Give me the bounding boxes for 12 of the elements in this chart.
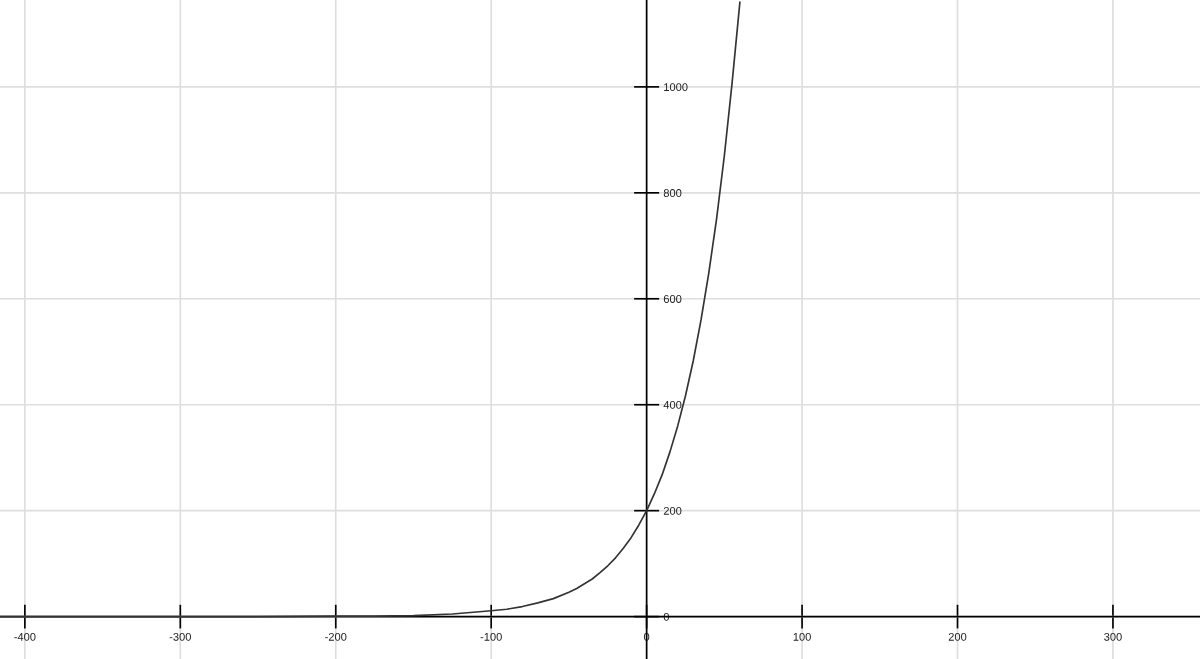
y-tick-label: 400 [663, 400, 682, 409]
x-tick-label: -100 [480, 632, 502, 641]
x-tick-label: 100 [793, 632, 811, 641]
x-tick-label: 200 [948, 632, 967, 641]
x-tick-label: 300 [1104, 632, 1122, 641]
x-tick-label: -300 [169, 632, 191, 641]
y-tick-label: 800 [663, 189, 682, 197]
y-tick-label: 1000 [664, 83, 688, 92]
x-tick-label: -200 [325, 632, 347, 641]
y-tick-label: 600 [663, 295, 682, 303]
x-tick-label: -400 [14, 632, 36, 641]
y-tick-label: 200 [663, 506, 682, 515]
